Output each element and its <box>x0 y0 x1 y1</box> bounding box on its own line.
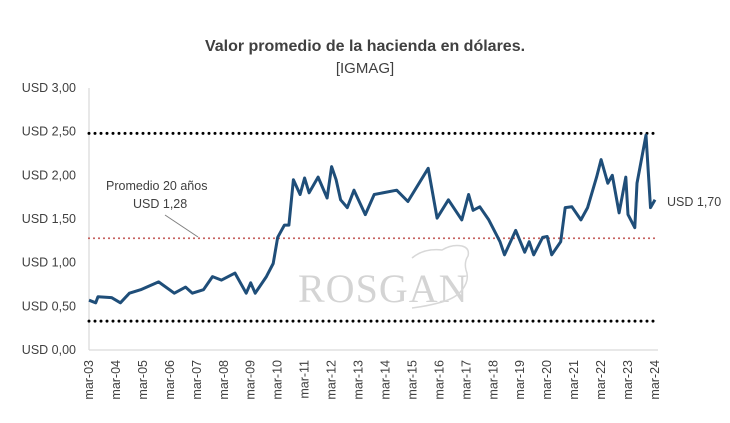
watermark-text: ROSGAN <box>298 266 468 311</box>
x-tick-label: mar-06 <box>163 360 177 400</box>
x-tick-label: mar-17 <box>459 360 473 400</box>
x-tick-label: mar-09 <box>244 360 258 400</box>
y-tick-label: USD 2,00 <box>22 168 76 182</box>
y-tick-label: USD 2,50 <box>22 125 76 139</box>
x-tick-label: mar-10 <box>271 360 285 400</box>
x-tick-label: mar-05 <box>136 360 150 400</box>
last-value-label: USD 1,70 <box>667 195 721 209</box>
x-tick-label: mar-13 <box>352 360 366 400</box>
y-tick-label: USD 1,00 <box>22 256 76 270</box>
x-tick-label: mar-21 <box>567 360 581 400</box>
x-tick-label: mar-11 <box>298 360 312 399</box>
x-tick-label: mar-23 <box>621 360 635 400</box>
x-tick-label: mar-03 <box>82 360 96 400</box>
x-tick-label: mar-15 <box>405 360 419 400</box>
chart-subtitle: [IGMAG] <box>335 60 395 77</box>
rosgan-watermark-logo: ROSGAN <box>298 244 470 311</box>
chart-title: Valor promedio de la hacienda en dólares… <box>204 38 526 55</box>
x-tick-label: mar-04 <box>109 360 123 400</box>
series-line <box>88 133 657 305</box>
x-tick-label: mar-07 <box>190 360 204 400</box>
x-tick-label: mar-16 <box>432 360 446 400</box>
bull-icon <box>411 244 470 309</box>
x-tick-label: mar-22 <box>594 360 608 400</box>
y-tick-label: USD 0,00 <box>22 343 76 357</box>
y-tick-label: USD 0,50 <box>22 299 76 313</box>
x-tick-label: mar-08 <box>217 360 231 400</box>
y-tick-label: USD 3,00 <box>22 81 76 95</box>
average-annotation-line1: Promedio 20 años <box>106 179 207 193</box>
x-tick-label: mar-24 <box>648 360 662 400</box>
x-tick-label: mar-14 <box>378 360 392 400</box>
y-tick-label: USD 1,50 <box>22 212 76 226</box>
x-tick-label: mar-12 <box>325 360 339 400</box>
average-annotation-line2: USD 1,28 <box>133 197 187 211</box>
x-tick-label: mar-20 <box>540 360 554 400</box>
x-tick-label: mar-19 <box>513 360 527 400</box>
average-annotation-leader <box>164 214 199 238</box>
x-tick-label: mar-18 <box>486 360 500 400</box>
